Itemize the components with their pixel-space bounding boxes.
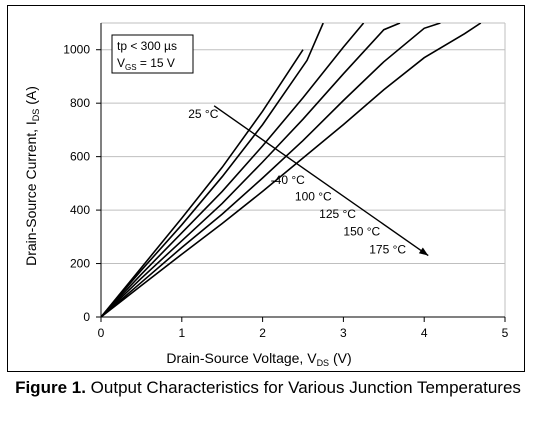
series-line xyxy=(101,23,365,317)
y-tick-label: 600 xyxy=(70,150,90,164)
curves xyxy=(101,23,482,317)
y-tick-label: 200 xyxy=(70,257,90,271)
y-tick-label: 0 xyxy=(83,310,90,324)
temperature-arrow-line xyxy=(213,105,429,257)
conditions-line1: tp < 300 µs xyxy=(117,39,177,53)
conditions-line2: VGS = 15 V xyxy=(117,56,175,72)
annotations: 25 °C -40 °C 100 °C 125 °C 150 °C 175 °C xyxy=(188,105,429,257)
temperature-label: -40 °C xyxy=(271,173,305,187)
series-line xyxy=(101,23,401,317)
x-axis-label: Drain-Source Voltage, VDS (V) xyxy=(166,350,351,368)
series-line xyxy=(101,23,482,317)
x-tick-label: 3 xyxy=(340,326,347,340)
y-tick-label: 400 xyxy=(70,203,90,217)
x-tick-label: 5 xyxy=(502,326,509,340)
y-tick-label: 800 xyxy=(70,96,90,110)
output-characteristics-chart: 0 1 2 3 4 5 0 200 400 600 800 1000 25 °C -40 °C 100 °… xyxy=(23,22,509,368)
series-line xyxy=(101,23,441,317)
x-tick-label: 4 xyxy=(421,326,428,340)
temperature-label: 150 °C xyxy=(343,224,380,238)
temperature-label: 175 °C xyxy=(369,242,406,256)
temperature-label: 25 °C xyxy=(188,107,218,121)
chart-frame: 0 1 2 3 4 5 0 200 400 600 800 1000 25 °C -40 °C 100 °… xyxy=(7,5,525,372)
conditions-box-frame xyxy=(111,34,194,74)
temperature-label: 125 °C xyxy=(319,207,356,221)
series-line xyxy=(101,23,324,317)
conditions-box: tp < 300 µs VGS = 15 V xyxy=(111,34,194,74)
temperature-label: 100 °C xyxy=(295,190,332,204)
series-line xyxy=(101,49,304,317)
caption-label: Figure 1. xyxy=(15,378,86,397)
x-tick-label: 1 xyxy=(178,326,185,340)
y-tick-label: 1000 xyxy=(63,43,90,57)
y-axis-label: Drain-Source Current, IDS (A) xyxy=(23,86,41,266)
x-tick-label: 0 xyxy=(98,326,105,340)
axes: 0 1 2 3 4 5 0 200 400 600 800 1000 xyxy=(63,23,509,340)
x-tick-label: 2 xyxy=(259,326,266,340)
temperature-arrow-head xyxy=(418,247,429,256)
figure-caption: Figure 1. Output Characteristics for Var… xyxy=(0,376,536,399)
caption-text: Output Characteristics for Various Junct… xyxy=(90,378,521,397)
